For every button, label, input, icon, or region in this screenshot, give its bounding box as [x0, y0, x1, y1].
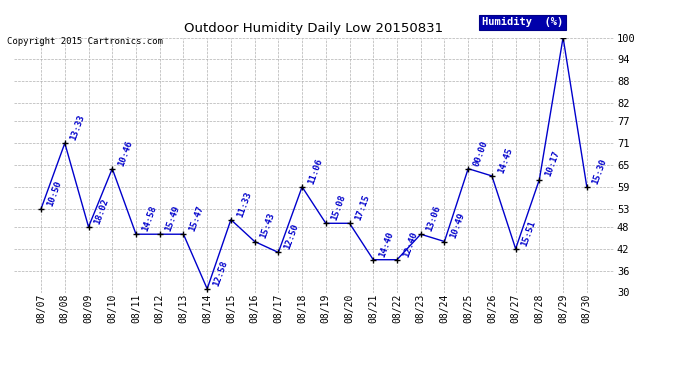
Text: 13:06: 13:06 [425, 204, 442, 233]
Text: 17:15: 17:15 [354, 194, 371, 222]
Text: 14:40: 14:40 [377, 230, 395, 258]
Text: 13:33: 13:33 [69, 113, 87, 142]
Text: 10:50: 10:50 [46, 179, 63, 207]
Text: 10:49: 10:49 [448, 212, 466, 240]
Text: 11:33: 11:33 [235, 190, 253, 218]
Text: 18:02: 18:02 [92, 197, 110, 225]
Text: 15:49: 15:49 [164, 204, 181, 233]
Text: 10:46: 10:46 [117, 139, 134, 167]
Text: 12:58: 12:58 [211, 259, 229, 288]
Text: 12:40: 12:40 [401, 230, 419, 258]
Text: 14:58: 14:58 [140, 204, 158, 233]
Text: 15:08: 15:08 [330, 194, 348, 222]
Text: 15:30: 15:30 [591, 157, 609, 186]
Text: 12:50: 12:50 [282, 223, 300, 251]
Text: 11:06: 11:06 [306, 157, 324, 186]
Text: Copyright 2015 Cartronics.com: Copyright 2015 Cartronics.com [7, 38, 163, 46]
Title: Outdoor Humidity Daily Low 20150831: Outdoor Humidity Daily Low 20150831 [184, 22, 444, 35]
Text: 15:47: 15:47 [188, 204, 205, 233]
Text: 10:17: 10:17 [544, 150, 561, 178]
Text: 15:43: 15:43 [259, 212, 277, 240]
Text: Humidity  (%): Humidity (%) [482, 17, 563, 27]
Text: 00:00: 00:00 [473, 139, 490, 167]
Text: 14:45: 14:45 [496, 146, 514, 174]
Text: 15:51: 15:51 [520, 219, 538, 248]
